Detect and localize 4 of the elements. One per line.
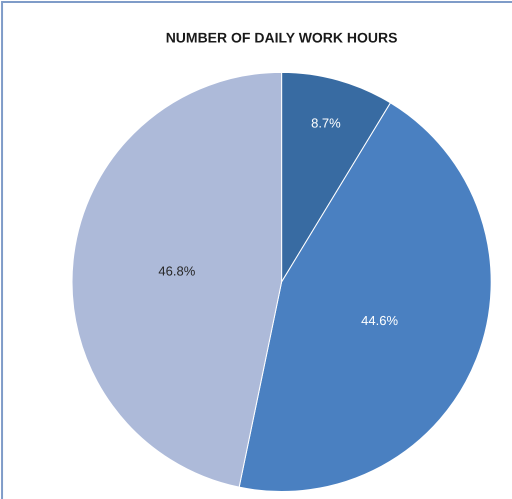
data-label: 46.8% (158, 264, 196, 279)
chart-title: NUMBER OF DAILY WORK HOURS (166, 29, 398, 46)
data-label: 8.7% (311, 115, 342, 130)
data-label: 44.6% (361, 313, 398, 328)
